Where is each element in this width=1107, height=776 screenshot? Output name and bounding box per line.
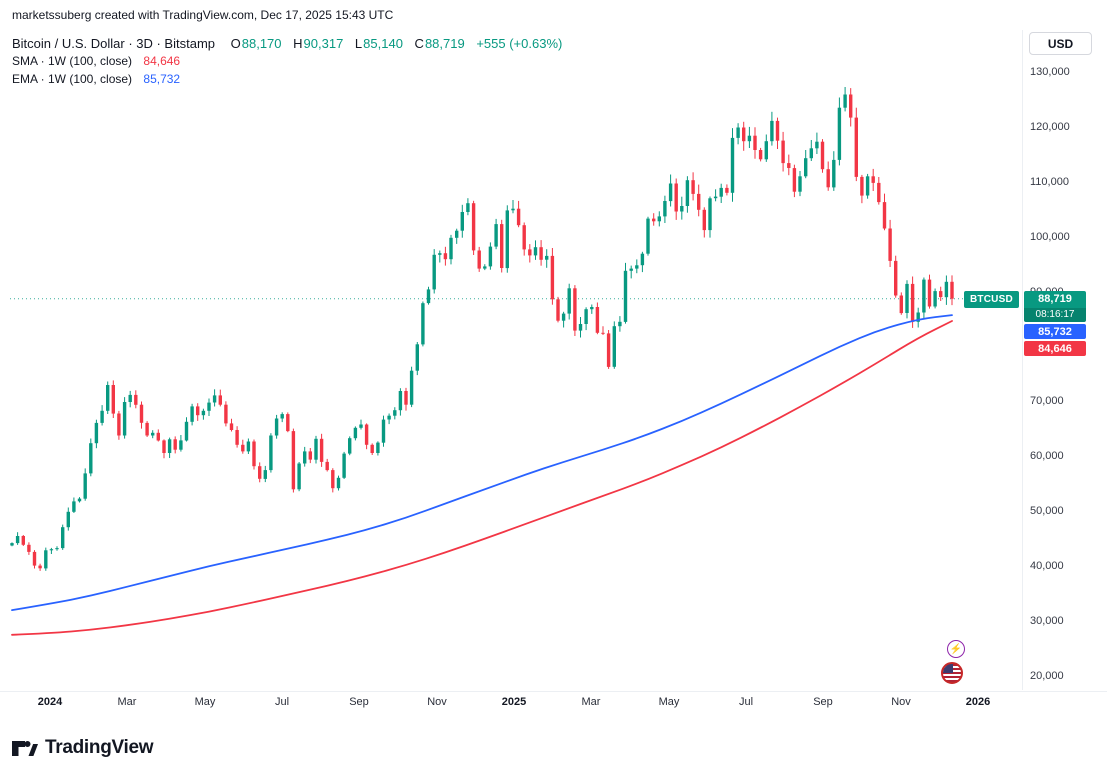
time-axis-month-label: Nov	[891, 696, 911, 708]
symbol-price-flag: BTCUSD	[964, 291, 1019, 308]
change-value: +555 (+0.63%)	[476, 36, 563, 51]
time-axis-year-label: 2026	[965, 696, 991, 708]
ema-legend-row[interactable]: EMA · 1W (100, close) 85,732	[12, 71, 562, 88]
close-value: 88,719	[424, 36, 465, 51]
time-axis-year-label: 2025	[501, 696, 527, 708]
attribution-text: marketssuberg created with TradingView.c…	[12, 8, 394, 22]
currency-usd-button[interactable]: USD	[1029, 32, 1092, 55]
ema-label: EMA · 1W (100, close)	[12, 72, 133, 86]
sma-legend-row[interactable]: SMA · 1W (100, close) 84,646	[12, 53, 562, 70]
last-price-value: 88,719	[1038, 293, 1072, 305]
time-axis-month-label: Sep	[349, 696, 369, 708]
ema-value: 85,732	[143, 72, 181, 86]
time-axis-month-label: Mar	[117, 696, 137, 708]
time-axis-month-label: Jul	[274, 696, 290, 708]
bar-countdown: 08:16:17	[1024, 308, 1086, 322]
lightning-badge-icon: ⚡	[947, 640, 965, 658]
close-label: C	[414, 36, 424, 51]
ema-price-flag: 85,732	[1024, 324, 1086, 339]
chart-legend: Bitcoin / U.S. Dollar · 3D · Bitstamp O8…	[12, 35, 562, 88]
time-axis-year-label: 2024	[37, 696, 63, 708]
high-value: 90,317	[303, 36, 344, 51]
time-axis[interactable]: 2024 Mar May Jul Sep Nov 2025 Mar May Jul Sep Nov 20…	[0, 692, 1022, 718]
time-axis-month-label: May	[658, 696, 680, 708]
time-axis-month-label: Sep	[813, 696, 833, 708]
footer: TradingView	[10, 730, 154, 766]
price-scale-separator	[1022, 30, 1023, 690]
time-axis-month-label: May	[194, 696, 216, 708]
time-axis-month-label: Jul	[738, 696, 754, 708]
low-label: L	[354, 36, 363, 51]
time-axis-separator	[0, 691, 1107, 692]
symbol-title: Bitcoin / U.S. Dollar · 3D · Bitstamp	[12, 36, 215, 51]
tradingview-logo-icon	[12, 741, 38, 756]
sma-label: SMA · 1W (100, close)	[12, 54, 133, 68]
sma-value: 84,646	[143, 54, 181, 68]
usa-flag-badge-icon	[941, 662, 963, 684]
symbol-legend-row[interactable]: Bitcoin / U.S. Dollar · 3D · Bitstamp O8…	[12, 35, 562, 52]
open-label: O	[230, 36, 241, 51]
time-axis-month-label: Mar	[581, 696, 601, 708]
open-value: 88,170	[241, 36, 282, 51]
time-axis-month-label: Nov	[427, 696, 447, 708]
tradingview-wordmark: TradingView	[45, 737, 154, 758]
high-label: H	[293, 36, 303, 51]
sma-price-flag: 84,646	[1024, 341, 1086, 356]
last-price-flag: 88,719 08:16:17	[1024, 291, 1086, 322]
tradingview-logo[interactable]: TradingView	[10, 734, 154, 762]
low-value: 85,140	[363, 36, 403, 51]
